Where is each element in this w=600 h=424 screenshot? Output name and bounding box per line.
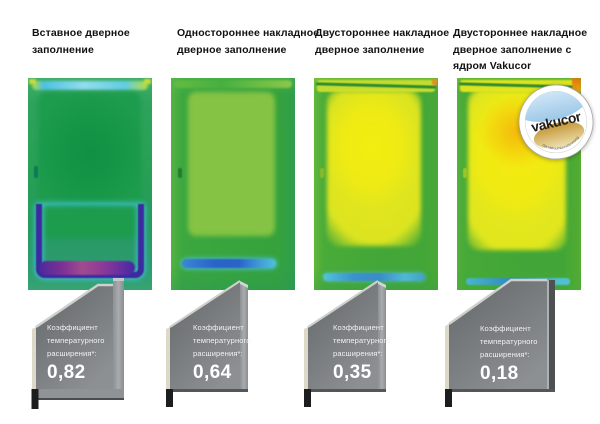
thermal-corner-speck	[432, 79, 437, 85]
door-profile-cross-section-3	[302, 279, 402, 409]
thermal-top-highlight	[32, 81, 148, 90]
coefficient-block-2: Коэффициент температурного расширения*: …	[193, 321, 251, 384]
panel-edge-bevel	[378, 281, 386, 288]
panel-edge-highlight	[307, 280, 379, 328]
door-profile-drawing	[304, 280, 386, 407]
panel-edge-highlight-line	[547, 280, 549, 389]
door-handle-mark	[320, 168, 324, 178]
panel-face	[308, 281, 378, 389]
panel-bottom-edge	[445, 389, 555, 392]
thermal-hot-corner	[572, 78, 581, 96]
thermal-image-1	[28, 78, 152, 290]
vakucor-badge: vakucor Die Vakuumkerndämmung	[518, 84, 594, 160]
door-profile-cross-section-4	[445, 277, 561, 409]
frame-bar-bevel	[113, 278, 124, 281]
vakucor-seal: vakucor Die Vakuumkerndämmung	[518, 84, 594, 160]
door-profile-cross-section-2	[164, 279, 264, 409]
thermal-cold-bottom-strip	[182, 259, 276, 268]
thermal-top-highlight	[174, 80, 292, 88]
coefficient-label: Коэффициент температурного расширения*:	[47, 323, 105, 358]
panel-face	[170, 281, 240, 389]
thermal-cold-bottom-bar	[39, 261, 135, 275]
bottom-seal	[31, 389, 39, 409]
column-title-2: Одностороннее накладное дверное заполнен…	[177, 27, 320, 56]
coefficient-value: 0,18	[480, 363, 519, 384]
bottom-seal	[304, 389, 311, 407]
coefficient-block-1: Коэффициент температурного расширения*: …	[47, 321, 105, 384]
thermal-cold-frame	[36, 204, 144, 278]
thermal-corner-speck	[29, 79, 36, 84]
coefficient-block-4: Коэффициент температурного расширения*: …	[480, 322, 538, 385]
panel-right-edge	[240, 281, 248, 389]
door-handle-mark	[34, 166, 38, 178]
panel-cream-edge	[304, 327, 308, 389]
panel-right-edge	[547, 280, 555, 389]
panel-cream-edge	[445, 324, 449, 389]
bottom-seal	[445, 389, 452, 407]
thermal-warm-core	[188, 92, 275, 236]
column-title-3: Двустороннее накладное дверное заполнени…	[315, 27, 450, 56]
panel-edge-bevel	[240, 281, 248, 288]
panel-cream-edge	[166, 327, 170, 389]
thermal-corner-speck	[144, 79, 151, 84]
panel-right-edge	[378, 281, 386, 389]
door-profile-cross-section-1	[28, 277, 128, 411]
thermal-cold-bottom-strip	[323, 273, 425, 281]
thermal-image-2	[171, 78, 295, 290]
door-handle-mark	[463, 168, 467, 178]
door-profile-drawing	[445, 278, 555, 407]
thermal-warm-core	[327, 91, 421, 246]
door-handle-mark	[178, 168, 182, 178]
panel-edge-highlight	[169, 280, 241, 328]
coefficient-value: 0,35	[333, 362, 372, 383]
frame-rail-shadow	[32, 398, 124, 400]
coefficient-label: Коэффициент температурного расширения*:	[333, 323, 391, 358]
coefficient-label: Коэффициент температурного расширения*:	[480, 324, 538, 359]
bottom-seal	[166, 389, 173, 407]
panel-bottom-edge	[304, 389, 386, 392]
column-title-4: Двустороннее накладное дверное заполнени…	[453, 27, 588, 72]
panel-face	[36, 285, 113, 389]
column-title-1: Вставное дверное заполнение	[32, 27, 130, 56]
frame-bottom-rail	[32, 389, 124, 399]
panel-bottom-edge	[166, 389, 248, 392]
door-profile-drawing	[31, 278, 124, 409]
coefficient-block-3: Коэффициент температурного расширения*: …	[333, 321, 391, 384]
door-profile-drawing	[166, 280, 248, 407]
panel-edge-highlight	[448, 278, 547, 325]
coefficient-label: Коэффициент температурного расширения*:	[193, 323, 251, 358]
thermal-image-3	[314, 78, 438, 290]
frame-right-bar	[113, 278, 124, 399]
thermal-warm-core	[38, 92, 141, 238]
panel-cream-edge	[32, 327, 36, 389]
coefficient-value: 0,64	[193, 362, 232, 383]
coefficient-value: 0,82	[47, 362, 86, 383]
panel-edge-highlight	[35, 283, 113, 328]
badge-gold-band	[533, 121, 585, 149]
